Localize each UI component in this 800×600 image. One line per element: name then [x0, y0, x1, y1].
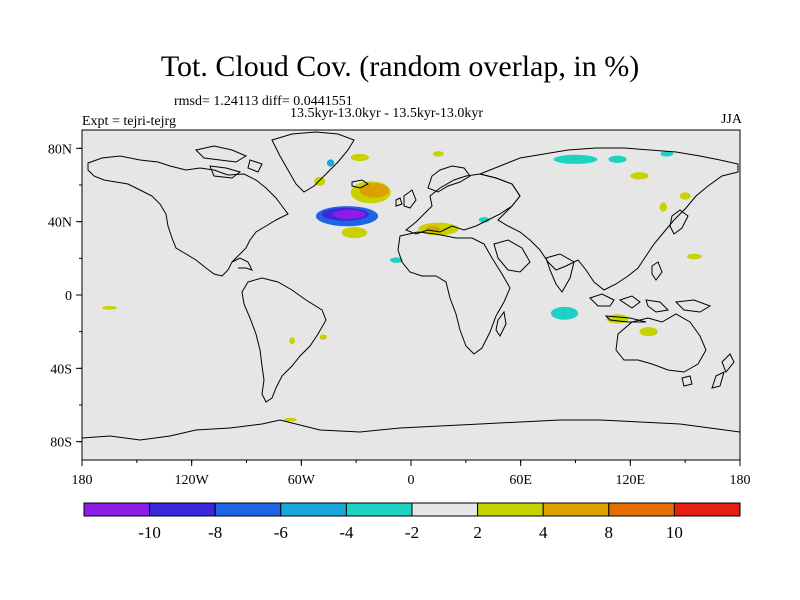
chart-title: Tot. Cloud Cov. (random overlap, in %) [160, 50, 640, 83]
scandinavia-coast [427, 165, 471, 193]
new-zealand-coast [711, 353, 735, 389]
anomaly-patch-6 [350, 153, 369, 162]
anomaly-patch-25 [289, 337, 295, 345]
colorbar-label: 4 [539, 523, 548, 542]
colorbar-swatch-3 [280, 502, 347, 517]
colorbar-label: -6 [274, 523, 288, 542]
x-tick-label: 180 [730, 473, 751, 488]
colorbar-label: 8 [605, 523, 614, 542]
anomaly-patch-12 [389, 257, 403, 263]
indonesia-coast [589, 293, 712, 323]
colorbar-swatch-2 [214, 502, 282, 517]
anomaly-patch-5 [341, 227, 368, 239]
asia-coast [478, 147, 739, 291]
coastlines [82, 131, 740, 441]
colorbar-label: -8 [208, 523, 222, 542]
anomaly-patch-27 [283, 417, 297, 422]
greenland-coast [271, 131, 355, 193]
experiment-label: Expt = tejri-tejrg [82, 114, 176, 129]
iceland-coast [351, 179, 369, 189]
stats-text: rmsd= 1.24113 diff= 0.0441551 [174, 94, 353, 109]
colorbar-swatch-5 [411, 502, 479, 517]
y-tick-label: 80N [48, 142, 72, 157]
y-tick-label: 40S [50, 362, 72, 377]
y-tick-label: 0 [65, 289, 72, 304]
colorbar-swatch-7 [542, 502, 610, 517]
anomaly-patch-24 [102, 306, 117, 310]
anomaly-patch-20 [686, 253, 702, 260]
anomaly-patch-17 [679, 192, 691, 200]
anomaly-patch-23 [639, 327, 658, 337]
colorbar-swatch-1 [149, 502, 216, 517]
experiment-subtitle: 13.5kyr-13.0kyr - 13.5kyr-13.0kyr [290, 106, 484, 121]
japan-coast [669, 209, 689, 235]
philippines-coast [651, 261, 663, 281]
colorbar-swatch-0 [83, 502, 151, 517]
anomaly-patch-8 [326, 159, 335, 167]
anomaly-patch-19 [659, 202, 667, 212]
anomaly-layer [102, 151, 702, 422]
colorbar-label: 2 [473, 523, 482, 542]
x-tick-label: 0 [408, 473, 415, 488]
australia-coast [615, 313, 707, 373]
anomaly-patch-18 [630, 172, 649, 180]
x-tick-label: 180 [72, 473, 93, 488]
anomaly-patch-15 [608, 155, 627, 163]
colorbar: -10 -8 -6 -4 -2 2 4 8 10 [83, 502, 741, 542]
africa-coast [397, 231, 511, 355]
colorbar-label: -4 [339, 523, 354, 542]
british-isles-coast [395, 189, 417, 209]
season-label: JJA [720, 112, 742, 127]
anomaly-patch-26 [319, 334, 327, 340]
arctic-islands [195, 145, 263, 179]
anomaly-patch-11 [478, 217, 490, 223]
colorbar-swatch-9 [673, 502, 741, 517]
x-tick-label: 120E [616, 473, 646, 488]
anomaly-patch-16 [660, 151, 674, 157]
y-tick-label: 40N [48, 216, 72, 231]
y-axis: 80N 40N 0 40S 80S [48, 142, 82, 451]
antarctica-coast [82, 419, 740, 441]
colorbar-label: -10 [138, 523, 161, 542]
anomaly-patch-4 [359, 183, 390, 198]
map-background [82, 130, 740, 460]
arabia-coast [493, 239, 531, 273]
colorbar-swatch-8 [608, 502, 675, 517]
anomaly-patch-13 [432, 151, 444, 157]
x-tick-label: 60E [509, 473, 532, 488]
india-coast [545, 253, 575, 293]
anomaly-patch-2 [332, 209, 366, 219]
gulf-coast [231, 257, 253, 271]
x-tick-label: 60W [288, 473, 316, 488]
anomaly-patch-14 [553, 154, 598, 164]
colorbar-swatch-4 [345, 502, 413, 517]
tasmania-coast [681, 375, 693, 387]
x-axis: 180 120W 60W 0 60E 120E 180 [72, 460, 751, 488]
y-tick-label: 80S [50, 436, 72, 451]
colorbar-label: -2 [405, 523, 419, 542]
north-america-coast [87, 155, 289, 277]
x-tick-label: 120W [175, 473, 210, 488]
colorbar-label: 10 [666, 523, 683, 542]
colorbar-swatch-6 [477, 502, 544, 517]
anomaly-patch-21 [550, 306, 579, 320]
south-america-coast [241, 277, 327, 403]
madagascar-coast [495, 310, 507, 337]
